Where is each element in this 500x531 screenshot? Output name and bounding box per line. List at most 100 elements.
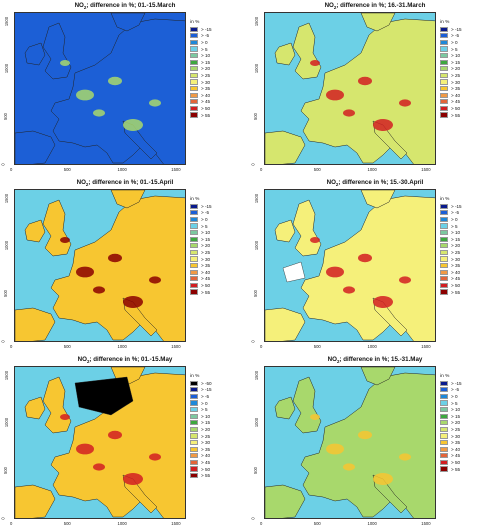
- y-tick-label: 0: [250, 340, 256, 343]
- legend-entry: > 10: [190, 52, 212, 59]
- legend-swatch: [440, 466, 448, 472]
- legend-swatch: [190, 59, 198, 65]
- legend-swatch: [440, 105, 448, 112]
- legend-entry: > 0: [190, 216, 212, 223]
- hotspot-area: [93, 109, 105, 117]
- title-subscript: 2: [333, 5, 337, 11]
- hotspot-area: [310, 237, 320, 243]
- legend-entry: > -5: [190, 210, 212, 217]
- legend-swatch: [440, 276, 448, 282]
- x-tick-label: 1500: [421, 521, 431, 526]
- legend-label: > 20: [451, 66, 461, 72]
- title-prefix: NO: [74, 2, 84, 9]
- title-subscript: 2: [336, 359, 340, 365]
- legend-entry: > -15: [190, 203, 212, 210]
- legend-swatch: [440, 440, 448, 446]
- legend-label: > 30: [451, 433, 461, 439]
- legend-label: > 45: [451, 453, 461, 459]
- legend-label: > 40: [451, 446, 461, 452]
- y-tick-label: 1000: [4, 418, 10, 428]
- y-tick-label: 1000: [4, 64, 10, 74]
- legend-label: > 35: [201, 446, 211, 452]
- legend-label: > 5: [201, 407, 208, 413]
- legend-label: > 5: [451, 46, 458, 52]
- legend-label: > 15: [201, 420, 211, 426]
- legend-swatch: [190, 453, 198, 459]
- color-legend: in % > -15 > -5 > 0 > 5 > 10 > 15 > 20 > 25 > 30 >…: [440, 197, 462, 295]
- hotspot-area: [93, 286, 105, 294]
- map-area: [14, 366, 186, 519]
- legend-entry: > -5: [440, 33, 462, 40]
- legend-swatch: [190, 393, 198, 400]
- legend-swatch: [190, 92, 198, 98]
- legend-entry: > 45: [190, 459, 212, 466]
- legend-label: > 20: [201, 243, 211, 249]
- legend-entry: > 30: [190, 256, 212, 263]
- legend-entry: > 25: [440, 249, 462, 256]
- land-scandinavia: [110, 13, 146, 32]
- legend-label: > 40: [201, 269, 211, 275]
- legend-swatch: [440, 216, 448, 223]
- y-tick-label: 500: [253, 467, 258, 475]
- legend-label: > 20: [451, 420, 461, 426]
- title-subscript: 2: [83, 5, 87, 11]
- legend-entry: > 55: [440, 289, 462, 296]
- legend-swatch: [440, 99, 448, 105]
- x-tick-label: 0: [260, 521, 263, 526]
- legend-entry: > 10: [190, 229, 212, 236]
- legend-label: > 45: [201, 99, 211, 105]
- legend-label: > -15: [451, 26, 462, 32]
- legend-label: > 10: [201, 53, 211, 59]
- legend-swatch: [190, 236, 198, 242]
- legend-swatch: [190, 466, 198, 472]
- legend-entry: > 15: [440, 413, 462, 420]
- legend-entry: > 35: [190, 446, 212, 453]
- legend-entry: > -15: [190, 26, 212, 33]
- color-legend: in % > -15 > -5 > 0 > 5 > 10 > 15 > 20 > 25 > 30 >…: [190, 197, 212, 295]
- land-iberia: [265, 307, 306, 341]
- y-tick-label: 1500: [4, 16, 10, 26]
- map-svg: [15, 13, 185, 164]
- legend-entry: > 20: [440, 243, 462, 250]
- legend-label: > 10: [201, 413, 211, 419]
- legend-swatch: [190, 46, 198, 52]
- hotspot-area: [108, 253, 122, 263]
- x-tick-label: 500: [313, 167, 321, 172]
- x-tick-label: 500: [63, 167, 71, 172]
- hotspot-area: [123, 473, 143, 485]
- legend-label: > 50: [451, 459, 461, 465]
- legend-label: > 30: [201, 440, 211, 446]
- legend-entry: > 45: [440, 276, 462, 283]
- color-legend: in % > -15 > -5 > 0 > 5 > 10 > 15 > 20 > 25 > 30 >…: [440, 374, 462, 472]
- title-suffix: ; difference in %; 16.-31.March: [336, 2, 426, 9]
- legend-label: > 25: [451, 72, 461, 78]
- land-ireland: [274, 42, 296, 66]
- legend-label: > 10: [201, 230, 211, 236]
- x-tick-label: 1500: [171, 521, 181, 526]
- legend-label: > -5: [451, 33, 460, 39]
- land-ireland: [24, 219, 46, 243]
- legend-entry: > 35: [190, 262, 212, 269]
- title-suffix: ; difference in %; 15.-30.April: [338, 179, 424, 186]
- legend-swatch: [190, 79, 198, 85]
- legend-label: > 15: [451, 236, 461, 242]
- legend-label: > 20: [451, 243, 461, 249]
- hotspot-area: [149, 276, 161, 284]
- legend-label: > 40: [201, 92, 211, 98]
- legend-swatch: [440, 282, 448, 289]
- legend-label: > 10: [451, 407, 461, 413]
- legend-swatch: [440, 426, 448, 433]
- legend-entry: > 5: [440, 400, 462, 407]
- legend-label: > 35: [451, 440, 461, 446]
- legend-swatch: [190, 39, 198, 46]
- legend-entry: > 0: [440, 39, 462, 46]
- hotspot-area: [123, 296, 143, 308]
- legend-swatch: [190, 223, 198, 229]
- hotspot-area: [399, 99, 411, 107]
- legend-swatch: [190, 459, 198, 466]
- legend-label: > 10: [451, 53, 461, 59]
- legend-swatch: [190, 256, 198, 262]
- legend-label: > -15: [201, 26, 212, 32]
- legend-entry: > 20: [190, 66, 212, 73]
- legend-entry: > 40: [190, 453, 212, 460]
